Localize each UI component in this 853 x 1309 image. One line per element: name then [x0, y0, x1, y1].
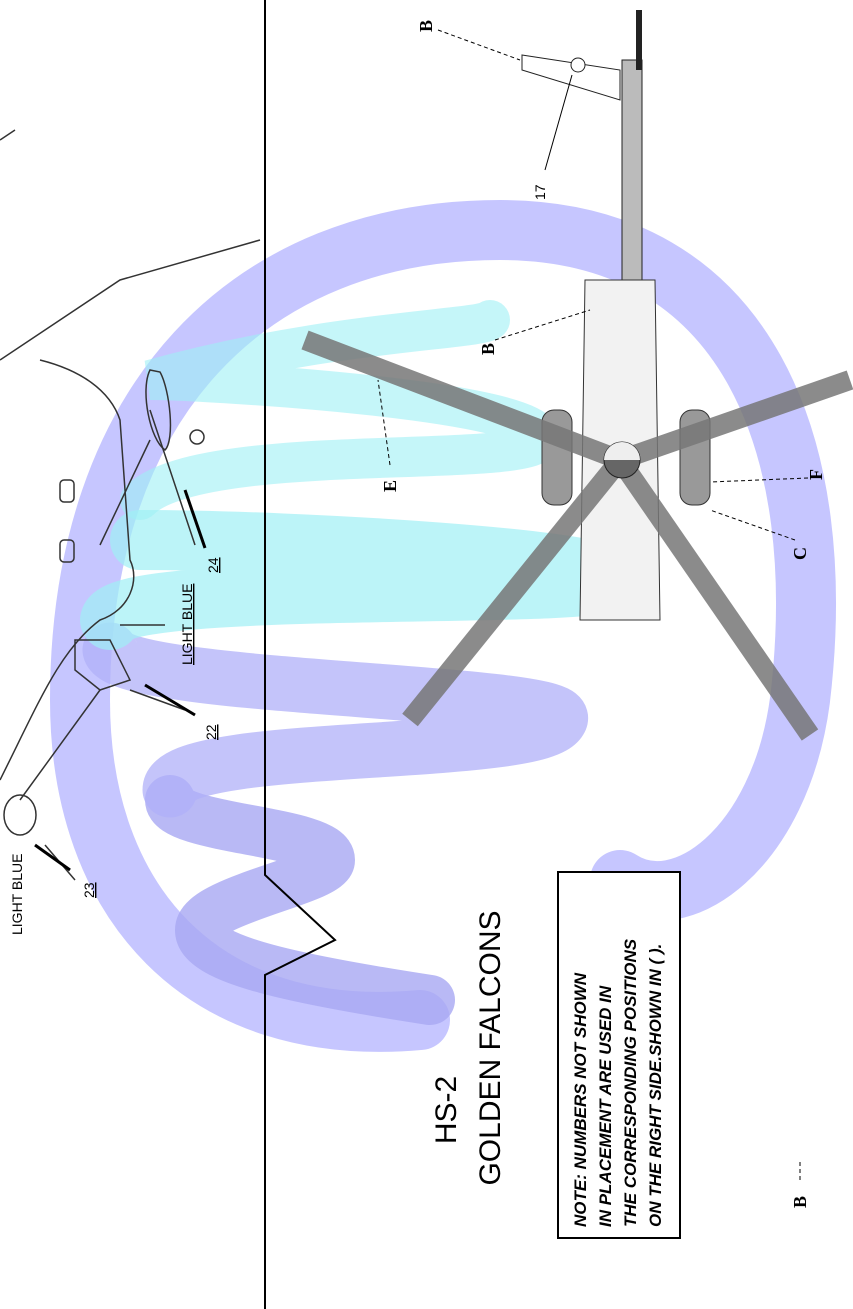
marker: B [478, 343, 498, 355]
note-line: NOTE: NUMBERS NOT SHOWN [571, 972, 590, 1227]
helicopter-top [301, 10, 853, 741]
squadron-name: GOLDEN FALCONS [474, 910, 507, 1185]
callout: 17 [532, 184, 548, 200]
ribbon [49, 199, 836, 1052]
marker: E [380, 480, 400, 492]
marker: B [790, 1196, 810, 1208]
callout: 24 [205, 557, 221, 573]
side-view-sketch [0, 129, 261, 881]
color-note: LIGHT BLUE [179, 584, 195, 665]
note-line: IN PLACEMENT ARE USED IN [596, 985, 615, 1227]
divider [264, 0, 337, 1309]
color-note: LIGHT BLUE [9, 854, 25, 935]
note-box [557, 871, 681, 1239]
marker: F [806, 469, 826, 480]
marker: C [790, 547, 810, 560]
note-line: ON THE RIGHT SIDE.SHOWN IN ( ). [646, 944, 665, 1227]
callout: 22 [203, 724, 219, 740]
squadron: HS-2 [430, 1076, 463, 1144]
leaders [34, 29, 809, 1180]
marker: B [416, 20, 436, 32]
note-line: THE CORRESPONDING POSITIONS [621, 938, 640, 1227]
callout: 23 [81, 882, 97, 898]
